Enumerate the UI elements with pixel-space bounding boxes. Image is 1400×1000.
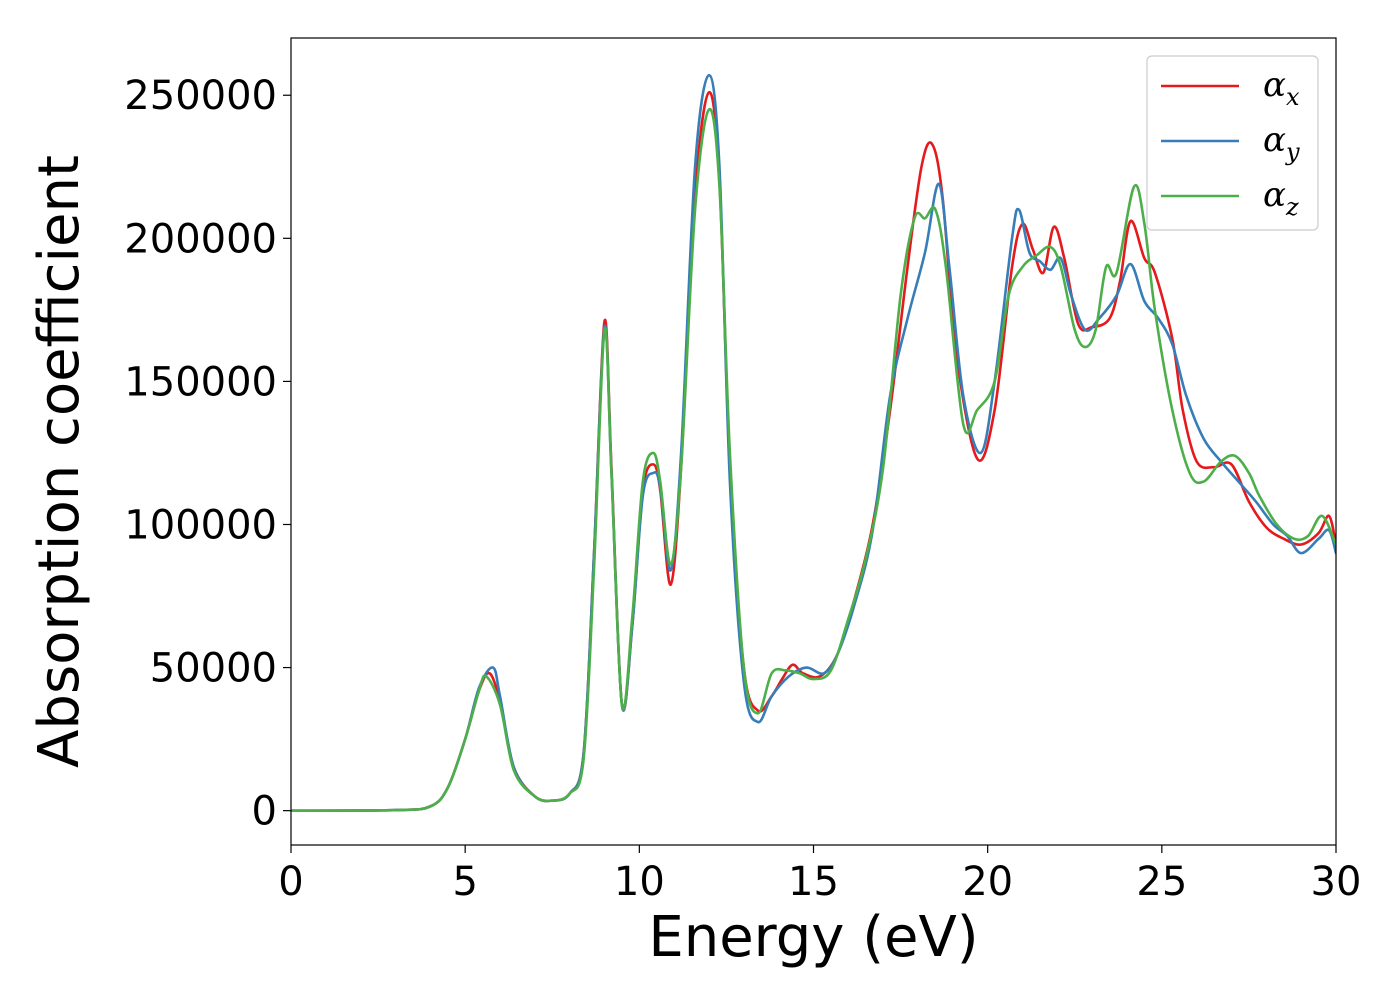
legend-label-z: αz <box>1263 175 1299 221</box>
series-layer <box>291 73 1336 812</box>
legend: αx αy αz <box>1146 55 1319 231</box>
x-tick-label: 15 <box>788 859 839 905</box>
series-line-z <box>291 107 1336 812</box>
x-tick-label: 20 <box>962 859 1013 905</box>
x-tick-label: 5 <box>452 859 477 905</box>
legend-label-x: αx <box>1263 65 1300 111</box>
y-tick-label: 200000 <box>124 216 277 262</box>
x-tick-label: 10 <box>614 859 665 905</box>
y-axis-title: Absorption coefficient <box>27 155 92 768</box>
y-tick-label: 150000 <box>124 359 277 405</box>
legend-box <box>1146 55 1319 231</box>
legend-label-y: αy <box>1263 120 1300 166</box>
y-tick-label: 0 <box>252 789 277 835</box>
y-axis: 0 50000 100000 150000 200000 250000 <box>124 73 291 835</box>
x-tick-label: 30 <box>1311 859 1362 905</box>
y-tick-label: 50000 <box>150 646 277 692</box>
y-tick-label: 250000 <box>124 73 277 119</box>
x-tick-label: 0 <box>278 859 303 905</box>
x-axis: 0 5 10 15 20 25 30 <box>278 845 1361 905</box>
x-tick-label: 25 <box>1136 859 1187 905</box>
y-tick-label: 100000 <box>124 502 277 548</box>
x-axis-title: Energy (eV) <box>648 905 978 970</box>
